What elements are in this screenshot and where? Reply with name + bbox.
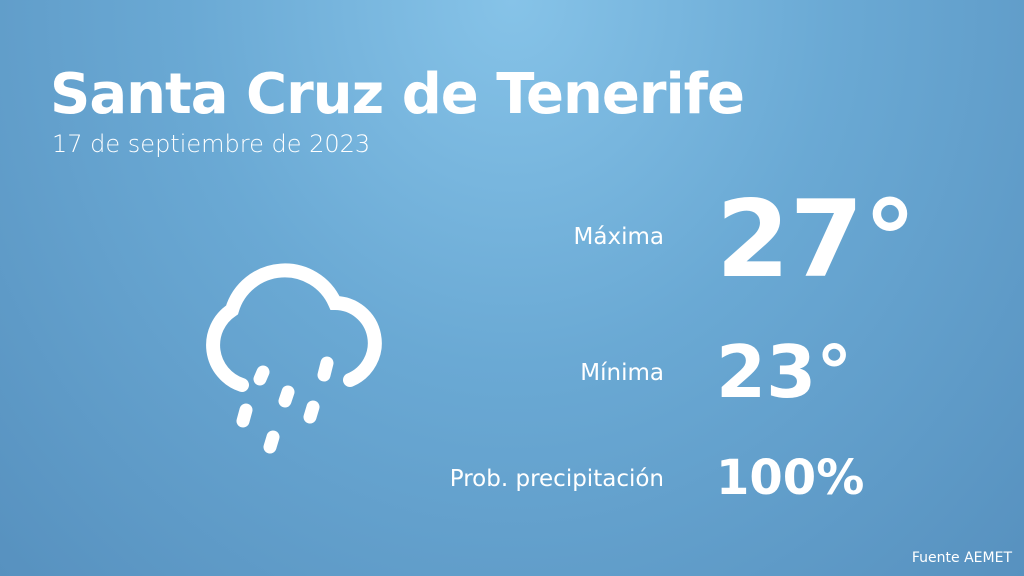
date: 17 de septiembre de 2023	[52, 130, 371, 158]
stat-value: 23°	[716, 330, 853, 414]
stat-label: Mínima	[580, 360, 664, 386]
source: Fuente AEMET	[911, 550, 1012, 566]
rain-icon	[206, 263, 382, 454]
city-title: Santa Cruz de Tenerife	[50, 62, 745, 127]
stat-label: Máxima	[573, 224, 664, 250]
stat-value: 27°	[716, 178, 917, 301]
stat-value: 100%	[716, 450, 865, 506]
stat-label: Prob. precipitación	[449, 466, 664, 492]
